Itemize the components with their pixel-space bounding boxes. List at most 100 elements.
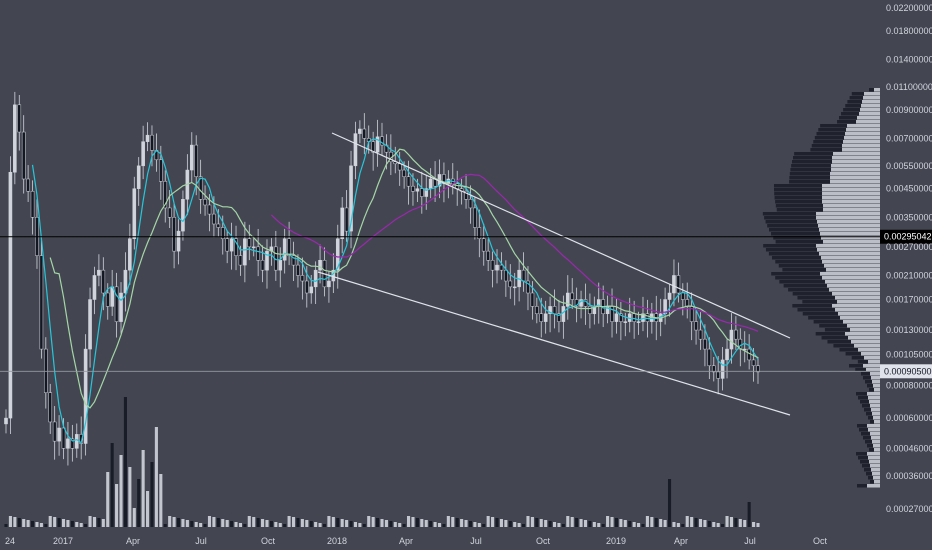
volume-bar: [203, 524, 207, 527]
channel-upper-line: [331, 132, 791, 339]
volume-profile-up: [846, 128, 880, 132]
volume-profile-down: [862, 464, 870, 468]
volume-profile-down: [771, 232, 820, 236]
volume-profile-down: [849, 96, 863, 100]
volume-bar: [482, 524, 486, 527]
price-tick-label: 0.00900000: [886, 105, 932, 115]
volume-profile-up: [819, 228, 880, 232]
candle-body: [707, 348, 712, 367]
volume-profile-up: [870, 464, 880, 468]
candle-body: [512, 286, 517, 289]
volume-bar: [650, 517, 654, 527]
volume-bar: [504, 520, 508, 527]
candle-body: [756, 365, 760, 373]
volume-bar: [92, 517, 97, 527]
volume-profile-up: [868, 360, 880, 364]
volume-profile-up: [833, 152, 880, 156]
candle-body: [548, 306, 552, 315]
volume-profile-down: [789, 172, 830, 176]
volume-profile-down: [869, 388, 874, 392]
volume-profile-up: [873, 444, 880, 448]
volume-profile-up: [822, 192, 880, 196]
volume-bar: [380, 519, 384, 527]
volume-bar: [597, 523, 601, 527]
volume-bar: [707, 521, 711, 527]
candle-body: [48, 392, 53, 423]
volume-profile-down: [857, 424, 867, 428]
volume-bar: [393, 522, 397, 527]
price-axis[interactable]: 0.02200000 0.01800000 0.01400000 0.01100000…: [886, 3, 932, 514]
candle-body: [300, 275, 305, 282]
volume-bar: [119, 455, 123, 527]
candle-body: [358, 128, 362, 134]
volume-bar: [743, 520, 747, 527]
candle-body: [521, 269, 526, 282]
candle-body: [74, 434, 79, 449]
candle-body: [123, 269, 128, 294]
price-tick-label: 0.00027000: [886, 504, 932, 514]
candle-body: [287, 238, 291, 256]
candle-body: [734, 329, 738, 340]
volume-profile-down: [837, 120, 856, 124]
candle-body: [114, 286, 119, 322]
volume-profile-down: [813, 320, 843, 324]
price-tick-label: 0.01400000: [886, 54, 932, 64]
candle-body: [198, 176, 203, 200]
volume-bar: [376, 518, 380, 527]
candle-body: [711, 365, 716, 373]
volume-bar: [477, 523, 481, 527]
volume-profile-down: [771, 272, 820, 276]
volume-profile-up: [821, 236, 880, 240]
volume-bar: [300, 519, 304, 527]
volume-profile-up: [872, 472, 880, 476]
volume-bar: [712, 522, 716, 527]
volume-bar: [522, 524, 526, 527]
price-tick-label: 0.02200000: [886, 3, 932, 13]
volume-profile-down: [866, 472, 872, 476]
volume-bar: [274, 522, 278, 527]
candle-body: [552, 306, 557, 315]
volume-profile-down: [855, 368, 866, 372]
volume-bar: [676, 523, 680, 527]
volume-bar: [287, 516, 291, 527]
volume-profile-down: [867, 444, 873, 448]
volume-bar: [637, 523, 641, 527]
volume-profile-up: [823, 204, 880, 208]
volume-profile-down: [864, 468, 871, 472]
candle-body: [194, 144, 199, 177]
price-tick-label: 0.00210000: [886, 270, 932, 280]
volume-profile-down: [775, 276, 822, 280]
volume-profile-up: [840, 316, 880, 320]
volume-bar: [141, 450, 145, 527]
volume-bar: [305, 520, 309, 527]
volume-profile-down: [802, 300, 837, 304]
volume-profile-up: [873, 384, 880, 388]
volume-bar: [411, 517, 415, 527]
volume-bar: [314, 522, 318, 527]
volume-profile-down: [764, 216, 816, 220]
volume-profile-down: [782, 268, 826, 272]
candle-body: [247, 238, 252, 248]
volume-bar: [154, 427, 158, 527]
volume-profile-down: [867, 384, 873, 388]
volume-profile-up: [822, 196, 880, 200]
volume-profile-down: [765, 220, 817, 224]
volume-bar: [48, 516, 52, 527]
volume-bar: [738, 519, 742, 527]
volume-bar: [8, 516, 12, 527]
volume-profile-up: [817, 248, 880, 252]
time-axis[interactable]: 24 2017 Apr Jul Oct 2018 Apr Jul Oct 2019 Apr Jul Oc…: [5, 536, 828, 546]
volume-bars: [4, 397, 760, 527]
volume-bar: [181, 519, 185, 527]
price-tick-label: 0.00060000: [886, 413, 932, 423]
candle-body: [260, 260, 265, 271]
volume-bar: [694, 518, 698, 527]
candle-body: [486, 250, 490, 261]
candle-body: [716, 371, 720, 379]
volume-profile-down: [857, 484, 867, 488]
volume-profile-down: [792, 160, 832, 164]
volume-bar: [561, 524, 565, 527]
candle-body: [415, 188, 420, 192]
volume-bar: [84, 524, 88, 527]
